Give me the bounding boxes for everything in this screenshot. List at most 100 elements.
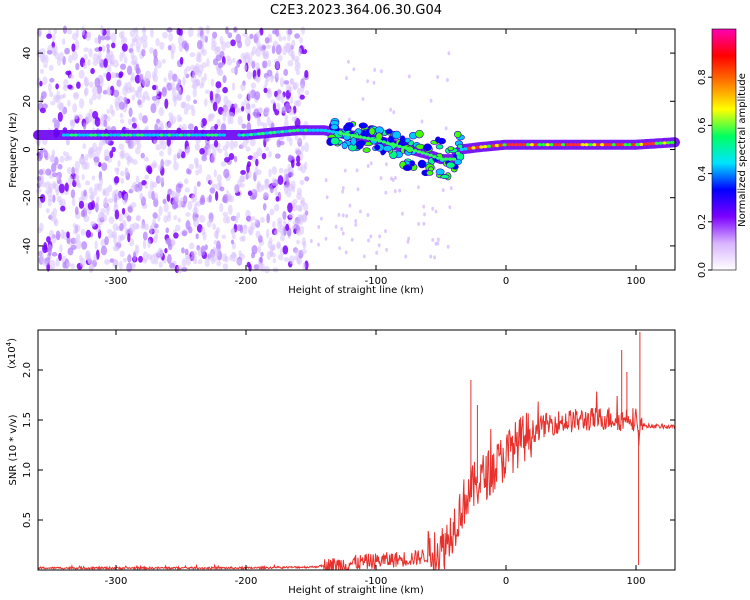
noise-speck — [230, 39, 236, 47]
noise-speck — [197, 259, 203, 265]
ridge-core — [280, 130, 285, 134]
ridge-core — [237, 133, 242, 137]
noise-speck — [67, 247, 74, 256]
ridge-core — [155, 133, 160, 137]
ridge-core — [369, 137, 375, 141]
noise-speck — [262, 60, 268, 69]
noise-speck — [247, 91, 252, 101]
noise-speck — [111, 42, 116, 49]
noise-speck — [217, 148, 223, 154]
ridge-core — [334, 131, 340, 135]
noise-speck — [227, 204, 233, 215]
noise-speck — [134, 34, 140, 43]
ridge-core — [323, 128, 328, 133]
noise-speck — [139, 73, 144, 84]
ridge-core — [366, 136, 371, 141]
noise-speck — [152, 160, 157, 168]
noise-speck — [190, 255, 197, 262]
noise-speck — [48, 246, 52, 257]
noise-speck — [230, 67, 236, 74]
snr-x-tick-label: 100 — [626, 576, 645, 587]
noise-speck — [153, 228, 160, 234]
noise-speck — [199, 82, 205, 89]
noise-speck — [291, 202, 298, 212]
noise-speck — [75, 174, 80, 180]
noise-speck — [74, 39, 80, 51]
noise-speck — [227, 193, 232, 202]
snr-y-label: SNR (10 * v/v) — [8, 414, 19, 485]
noise-speck — [71, 43, 76, 52]
noise-speck — [182, 230, 188, 237]
noise-speck — [201, 154, 207, 162]
ridge-core — [451, 157, 457, 161]
noise-speck — [52, 172, 58, 178]
noise-speck — [372, 80, 376, 85]
noise-speck — [299, 179, 305, 186]
noise-speck — [130, 72, 135, 81]
noise-speck — [280, 230, 285, 236]
noise-speck — [282, 45, 287, 56]
noise-speck — [198, 163, 203, 175]
noise-speck — [158, 176, 165, 184]
noise-speck — [64, 182, 69, 192]
noise-speck — [309, 238, 313, 243]
noise-speck — [250, 82, 257, 89]
noise-speck — [265, 228, 270, 239]
noise-speck — [288, 212, 294, 219]
noise-speck — [182, 195, 188, 205]
noise-speck — [320, 216, 323, 221]
noise-speck — [89, 98, 93, 106]
noise-speck — [104, 258, 111, 265]
snr-x-tick-label: -300 — [105, 576, 128, 587]
noise-speck — [136, 187, 141, 194]
noise-speck — [90, 191, 95, 202]
noise-speck — [65, 262, 72, 268]
noise-speck — [222, 86, 228, 94]
noise-speck — [214, 46, 221, 55]
noise-speck — [94, 77, 101, 88]
ridge-blob — [350, 137, 357, 146]
noise-speck — [134, 147, 141, 155]
noise-speck — [88, 264, 93, 274]
noise-speck — [167, 44, 172, 51]
noise-speck — [199, 197, 206, 206]
ridge-core — [377, 139, 383, 143]
noise-speck — [401, 211, 404, 216]
noise-speck — [152, 74, 159, 83]
noise-speck — [74, 237, 78, 245]
ridge-blob — [341, 141, 348, 150]
noise-speck — [91, 175, 96, 181]
noise-speck — [39, 107, 46, 114]
noise-speck — [256, 39, 261, 49]
ridge-blob — [374, 144, 381, 151]
noise-speck — [142, 239, 147, 249]
noise-speck — [71, 32, 78, 41]
noise-speck — [242, 138, 248, 149]
noise-speck — [295, 69, 301, 76]
noise-speck — [271, 45, 276, 55]
noise-speck — [290, 96, 294, 104]
ridge-core — [96, 133, 102, 137]
noise-speck — [361, 97, 365, 102]
noise-speck — [295, 99, 302, 107]
ridge-core — [494, 143, 500, 148]
noise-speck — [191, 83, 196, 89]
noise-speck — [250, 216, 256, 221]
ridge-core — [447, 157, 453, 161]
noise-speck — [127, 118, 132, 125]
noise-speck — [294, 248, 300, 256]
noise-speck — [93, 187, 98, 197]
noise-speck — [125, 139, 130, 144]
noise-speck — [208, 194, 212, 203]
noise-speck — [176, 27, 181, 36]
noise-speck — [244, 36, 251, 47]
noise-speck — [213, 240, 218, 245]
noise-speck — [196, 39, 203, 50]
noise-speck — [68, 54, 73, 64]
noise-speck — [268, 168, 272, 178]
ridge-core — [635, 142, 640, 147]
noise-speck — [170, 240, 176, 246]
noise-speck — [262, 54, 269, 60]
snr-y-tick-label: 2.0 — [22, 362, 33, 378]
noise-speck — [199, 215, 206, 223]
